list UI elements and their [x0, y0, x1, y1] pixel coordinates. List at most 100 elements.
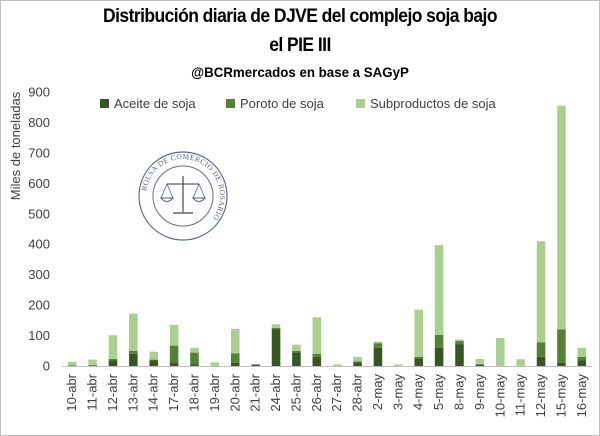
legend-label: Aceite de soja — [114, 96, 196, 111]
x-tick-label: 15-may — [553, 374, 568, 418]
x-tick-label: 12-abr — [105, 373, 120, 411]
bar-segment-aceite — [169, 362, 179, 366]
x-tick-label: 11-may — [513, 374, 528, 417]
bar-segment-subproductos — [169, 324, 179, 346]
bar-segment-poroto — [577, 356, 587, 361]
bar-segment-aceite — [251, 364, 260, 366]
bar-segment-subproductos — [149, 351, 159, 360]
bar-segment-subproductos — [271, 324, 281, 328]
y-tick-label: 0 — [43, 359, 50, 374]
y-tick-label: 800 — [28, 115, 50, 130]
x-tick-label: 13-abr — [125, 373, 140, 411]
bar-segment-poroto — [230, 353, 240, 363]
y-tick-label: 500 — [28, 206, 50, 221]
bar-segment-subproductos — [373, 341, 383, 344]
y-tick-label: 200 — [28, 298, 50, 313]
legend-swatch — [100, 99, 109, 108]
bar-segment-poroto — [455, 341, 464, 345]
bar-segment-aceite — [434, 347, 444, 366]
bar-segment-poroto — [373, 343, 383, 348]
bar-segment-aceite — [230, 362, 240, 366]
bar-segment-subproductos — [495, 337, 505, 366]
bar-segment-poroto — [129, 350, 138, 354]
legend-swatch — [226, 99, 235, 108]
bar-segment-poroto — [434, 334, 444, 348]
x-tick-label: 24-abr — [268, 373, 283, 411]
x-tick-label: 25-abr — [288, 373, 303, 411]
bar-segment-aceite — [129, 353, 138, 366]
bar-segment-aceite — [414, 358, 424, 366]
x-tick-label: 12-may — [533, 374, 548, 418]
x-tick-label: 21-abr — [248, 373, 263, 411]
bar-segment-subproductos — [414, 309, 424, 357]
x-tick-label: 3-may — [390, 374, 405, 411]
x-tick-label: 28-abr — [350, 373, 365, 411]
bar-segment-aceite — [190, 364, 199, 366]
bar-segment-subproductos — [455, 339, 464, 342]
bar-segment-aceite — [577, 360, 587, 366]
chart-subtitle: @BCRmercados en base a SAGyP — [191, 64, 409, 80]
bar-segment-poroto — [149, 359, 159, 361]
x-tick-label: 14-abr — [146, 373, 161, 411]
bar-segment-aceite — [292, 352, 301, 366]
bar-segment-subproductos — [536, 241, 546, 343]
bar-segment-subproductos — [353, 356, 362, 362]
bar-segment-aceite — [475, 364, 485, 366]
bars-group — [67, 105, 587, 366]
bar-segment-subproductos — [312, 317, 322, 354]
x-tick-label: 18-abr — [187, 373, 202, 411]
y-tick-label: 700 — [28, 145, 50, 160]
bar-segment-poroto — [190, 352, 199, 365]
x-tick-label: 10-abr — [64, 373, 79, 411]
y-tick-label: 300 — [28, 267, 50, 282]
bar-segment-subproductos — [434, 245, 444, 335]
y-tick-label: 600 — [28, 176, 50, 191]
y-axis: 0 100 200 300 400 500 600 700 800 900 — [28, 85, 50, 374]
bar-segment-poroto — [557, 329, 566, 363]
bar-segment-subproductos — [332, 364, 342, 366]
bar-segment-poroto — [414, 356, 424, 359]
bar-segment-subproductos — [88, 359, 97, 366]
x-tick-label: 16-may — [574, 374, 589, 418]
x-tick-label: 11-abr — [85, 373, 100, 410]
bar-segment-subproductos — [230, 328, 240, 354]
bar-segment-aceite — [108, 360, 118, 366]
x-tick-label: 27-abr — [329, 373, 344, 411]
x-tick-label: 9-may — [472, 374, 487, 411]
bar-segment-subproductos — [557, 105, 566, 330]
legend: Aceite de soja Poroto de soja Subproductos… — [100, 96, 497, 111]
bar-segment-subproductos — [475, 359, 485, 365]
x-tick-label: 19-abr — [207, 373, 222, 411]
bar-segment-poroto — [353, 361, 362, 363]
bar-segment-subproductos — [577, 347, 587, 357]
bar-segment-aceite — [557, 362, 566, 366]
bar-segment-subproductos — [394, 364, 403, 366]
legend-label: Poroto de soja — [240, 96, 325, 111]
x-tick-label: 17-abr — [166, 373, 181, 411]
x-axis: 10-abr 11-abr 12-abr 13-abr 14-abr 17-abr 18-a… — [62, 366, 592, 418]
x-tick-label: 20-abr — [227, 373, 242, 411]
bar-segment-subproductos — [210, 362, 220, 366]
bar-segment-aceite — [312, 356, 322, 366]
bar-segment-poroto — [312, 353, 322, 357]
chart-title-line2: el PIE III — [269, 35, 331, 56]
bar-segment-subproductos — [292, 344, 301, 351]
x-tick-label: 2-may — [370, 374, 385, 411]
bar-segment-poroto — [88, 365, 97, 366]
bar-segment-poroto — [536, 342, 546, 357]
y-tick-label: 900 — [28, 85, 50, 100]
y-tick-label: 400 — [28, 237, 50, 252]
bar-segment-subproductos — [108, 335, 118, 359]
bar-segment-aceite — [353, 362, 362, 366]
x-tick-label: 5-may — [431, 374, 446, 411]
bar-segment-subproductos — [190, 347, 199, 353]
bar-segment-aceite — [373, 347, 383, 366]
x-tick-label: 26-abr — [309, 373, 324, 411]
legend-label: Subproductos de soja — [370, 96, 497, 111]
bar-segment-subproductos — [129, 313, 138, 351]
bar-segment-poroto — [271, 327, 281, 330]
bar-segment-poroto — [67, 365, 77, 366]
bar-segment-aceite — [271, 329, 281, 366]
bar-segment-subproductos — [67, 361, 77, 366]
